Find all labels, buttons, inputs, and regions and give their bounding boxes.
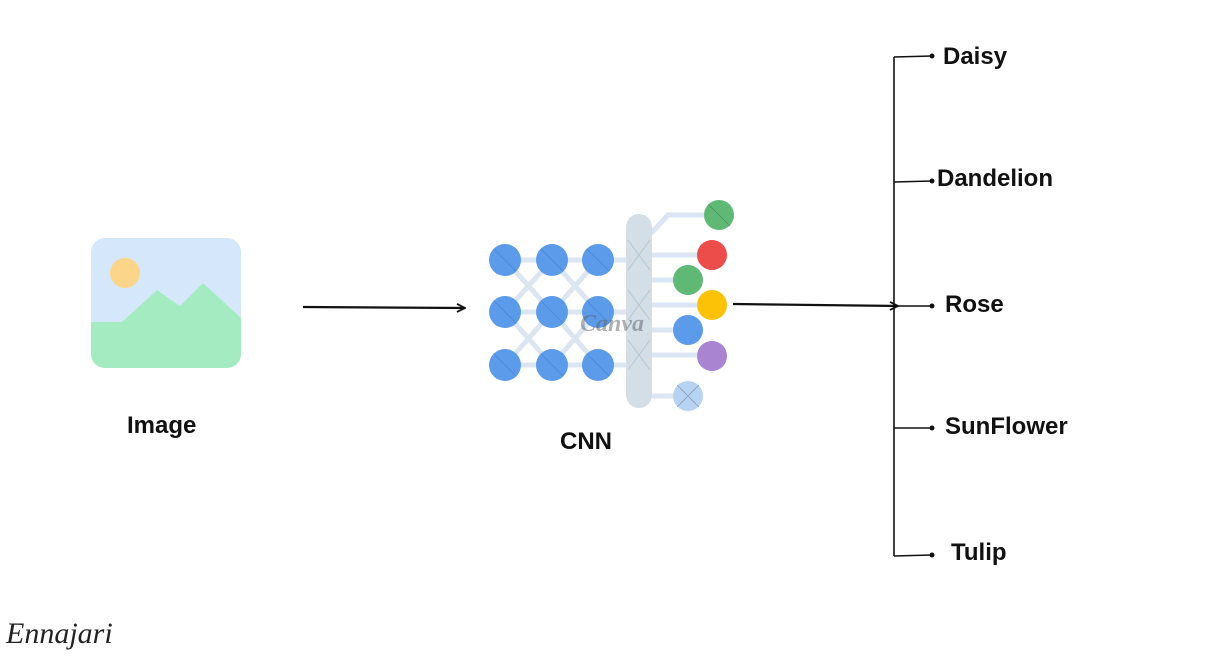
neural-network-icon <box>489 200 734 411</box>
class-label-sunflower: SunFlower <box>945 413 1068 440</box>
input-label: Image <box>127 412 197 439</box>
class-label-rose: Rose <box>945 291 1004 318</box>
class-label-tulip: Tulip <box>951 539 1007 566</box>
watermark: Canva <box>580 311 644 337</box>
class-label-daisy: Daisy <box>943 43 1008 70</box>
model-label: CNN <box>560 428 612 455</box>
class-bracket <box>893 55 933 557</box>
network-layer-pillar <box>626 214 652 408</box>
output-arrow <box>732 304 898 306</box>
class-label-dandelion: Dandelion <box>937 165 1054 192</box>
signature: Ennajari <box>5 617 113 650</box>
image-placeholder-icon <box>91 238 241 368</box>
input-arrow <box>302 307 465 308</box>
sun-icon <box>110 258 140 288</box>
